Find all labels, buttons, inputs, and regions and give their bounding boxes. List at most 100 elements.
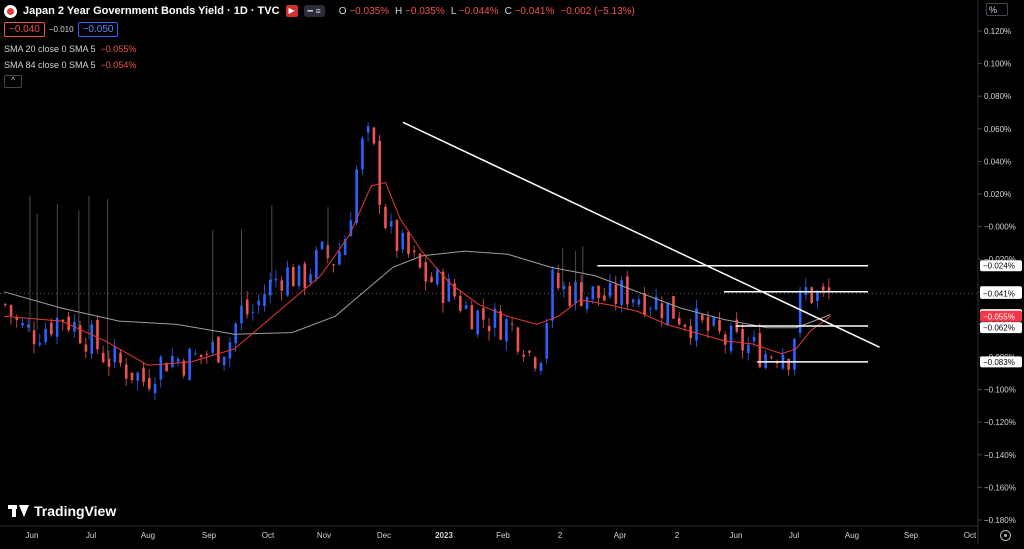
ohlc-key: O (338, 5, 347, 17)
y-tick-label: −0.180% (984, 516, 1016, 525)
y-tick-label: 0.100% (984, 60, 1011, 69)
price-label-text: −0.083% (983, 358, 1015, 367)
candle-body (44, 328, 47, 343)
price-label-text: −0.062% (983, 324, 1015, 333)
candle-body (522, 354, 525, 357)
candle-body (222, 356, 226, 366)
candle-body (672, 296, 675, 319)
candle-body (171, 355, 174, 368)
candle-body (695, 308, 698, 341)
candle-body (257, 300, 261, 306)
indicator-sma-slow[interactable]: SMA 84 close 0 SMA 5 −0.054% (4, 60, 136, 70)
price-label-text: −0.055% (983, 312, 1015, 321)
candle-body (816, 291, 819, 301)
ohlc-value: −0.035% (346, 5, 390, 17)
candle-body (176, 358, 180, 362)
candle-body (84, 344, 88, 352)
candle-body (182, 360, 186, 376)
market-closed-icon[interactable]: ▶ (285, 5, 298, 17)
candle-body (15, 317, 19, 320)
candle-body (315, 249, 318, 279)
candle-body (626, 276, 629, 305)
y-tick-label: −0.120% (984, 418, 1016, 427)
ohlc-readout: O −0.035% H −0.035% L −0.044% C −0.041% −0.0… (339, 6, 635, 17)
candle-body (718, 320, 721, 332)
candle-body (620, 280, 623, 305)
collapse-legend-button[interactable]: ^ (4, 75, 22, 88)
candle-body (38, 342, 42, 345)
ohlc-item: H −0.035% (395, 6, 445, 17)
sell-price-button[interactable]: −0.040 (4, 22, 45, 37)
candle-body (251, 311, 255, 313)
candle-body (274, 278, 278, 281)
x-tick-label: Oct (964, 531, 977, 540)
candle-body (533, 357, 537, 369)
candle-body (55, 317, 59, 337)
candle-body (338, 251, 341, 265)
candle-body (395, 220, 399, 251)
candle-body (130, 372, 134, 381)
x-tick-label: Jul (789, 531, 799, 540)
spread-value: −0.010 (48, 25, 74, 34)
candle-body (741, 328, 744, 351)
candle-body (401, 232, 405, 250)
candle-body (245, 299, 249, 315)
candle-body (585, 296, 589, 309)
y-tick-label: 0.060% (984, 125, 1011, 134)
candle-body (355, 169, 358, 224)
candle-body (810, 287, 813, 304)
candle-body (660, 303, 664, 318)
candle-body (320, 241, 324, 249)
candle-body (153, 384, 157, 394)
ohlc-value: −0.035% (402, 5, 445, 17)
candle-body (603, 295, 606, 301)
y-tick-label: −0.020% (984, 255, 1016, 264)
percent-scale-button[interactable]: % (986, 3, 1008, 16)
price-label-text: −0.041% (983, 289, 1015, 298)
candle-body (510, 323, 514, 325)
candle-body (706, 316, 710, 331)
candle-body (649, 308, 652, 310)
symbol-title[interactable]: Japan 2 Year Government Bonds Yield · 1D… (23, 5, 280, 17)
x-tick-label: Nov (317, 531, 331, 540)
settings-gear-icon[interactable] (1000, 530, 1011, 541)
brand-name: TradingView (34, 503, 117, 519)
candle-body (643, 293, 646, 315)
x-tick-label: Jun (730, 531, 743, 540)
candle-body (286, 267, 289, 296)
candle-body (234, 323, 237, 344)
candle-body (96, 319, 99, 350)
x-tick-label: Jun (26, 531, 39, 540)
candle-body (280, 280, 284, 291)
candle-body (78, 325, 82, 344)
ohlc-item: C −0.041% (505, 6, 555, 17)
ohlc-item: O −0.035% (339, 6, 389, 17)
indicator-toggle-icon[interactable]: ━ ≡ (303, 5, 325, 17)
candle-body (775, 362, 779, 364)
candle-body (136, 372, 140, 381)
candle-body (654, 296, 658, 310)
candle-body (580, 282, 583, 307)
y-tick-label: 0.040% (984, 157, 1011, 166)
price-label-text: −0.024% (983, 262, 1015, 271)
sma-slow-line (3, 250, 831, 335)
ohlc-value: −0.002 (−5.13%) (560, 5, 635, 17)
x-tick-label: Oct (262, 531, 275, 540)
sma-fast-line (3, 182, 831, 366)
candle-body (614, 284, 618, 304)
candle-body (683, 324, 687, 327)
candle-body (27, 324, 30, 328)
x-tick-label: Sep (202, 531, 217, 540)
candle-body (366, 126, 370, 133)
buy-price-button[interactable]: −0.050 (77, 22, 119, 37)
tradingview-logo[interactable]: TradingView (8, 503, 116, 519)
candle-body (574, 281, 577, 304)
price-label-box (980, 310, 1022, 322)
candle-body (487, 326, 491, 332)
candle-body (747, 344, 750, 354)
candle-body (50, 322, 53, 335)
candle-body (384, 206, 387, 229)
indicator-sma-fast[interactable]: SMA 20 close 0 SMA 5 −0.055% (4, 44, 136, 54)
